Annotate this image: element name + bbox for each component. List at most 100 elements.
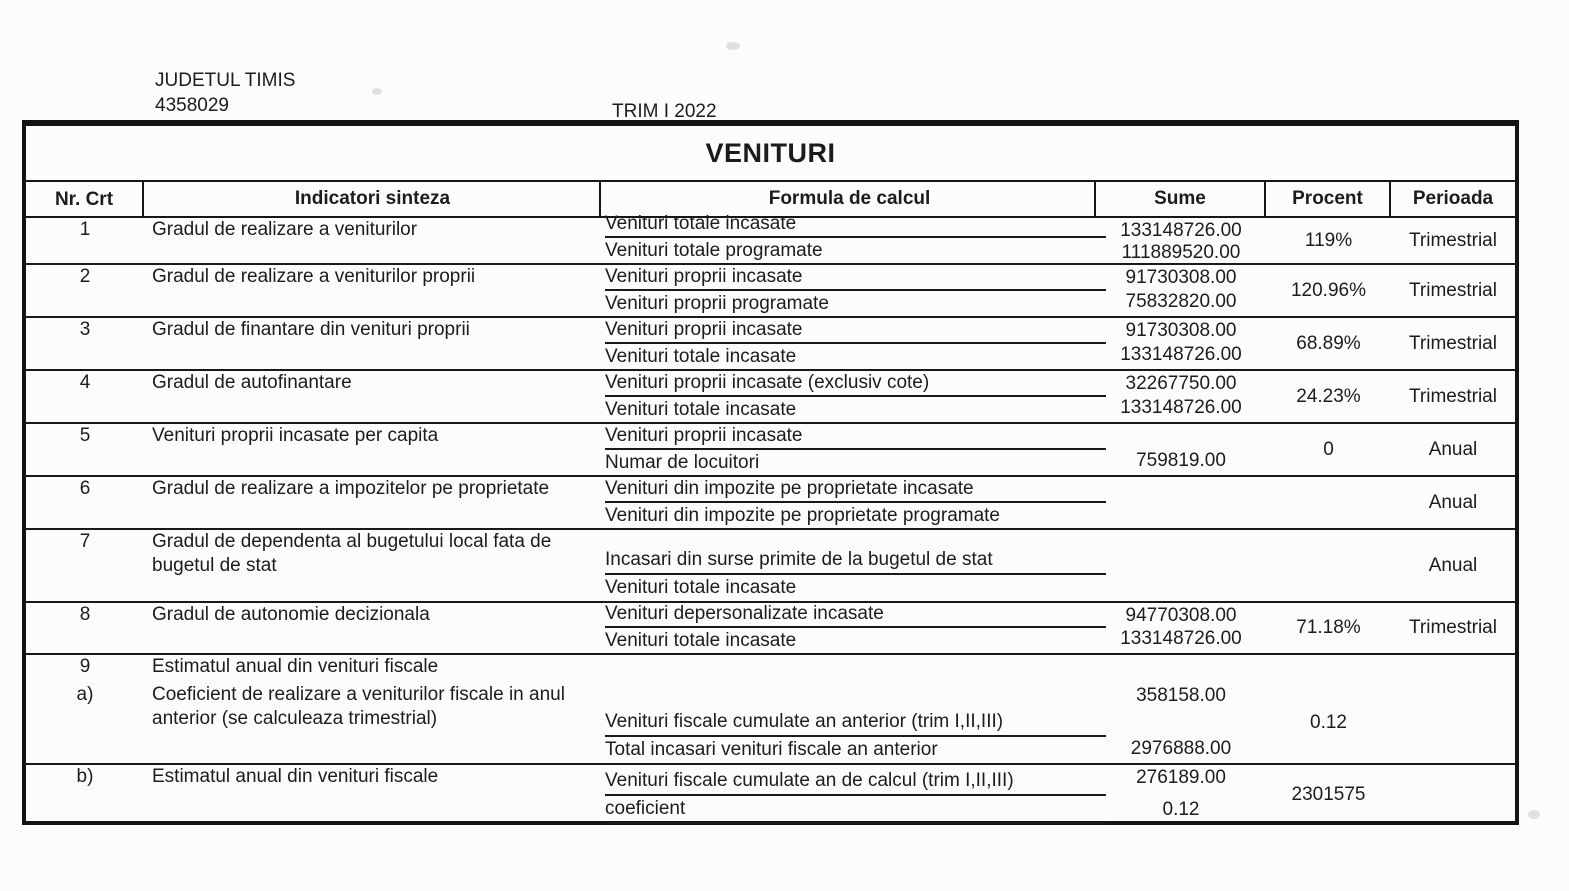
col-header-procent: Procent xyxy=(1266,182,1391,216)
sum-numerator: 94770308.00 xyxy=(1125,605,1237,626)
formula-numerator: Venituri proprii incasate (exclusiv cote… xyxy=(605,370,1106,397)
sum-numerator xyxy=(1096,479,1266,501)
sum-denominator: 133148726.00 xyxy=(1120,397,1242,418)
indicator-label: Estimatul anual din venituri fiscale xyxy=(152,656,439,677)
sume-cell: 91730308.00 133148726.00 xyxy=(1096,318,1266,369)
formula-cell: Venituri proprii incasate Numar de locuit… xyxy=(601,424,1106,475)
period-value: Trimestrial xyxy=(1409,332,1497,354)
row-number: b) xyxy=(76,766,94,787)
sum-numerator: 358158.00 xyxy=(1136,685,1226,706)
percent-value xyxy=(1266,477,1391,528)
indicator-label: Gradul de finantare din venituri proprii xyxy=(152,319,470,340)
formula-denominator: coeficient xyxy=(605,796,1106,824)
formula-cell: Venituri proprii incasate Venituri propri… xyxy=(601,265,1106,316)
formula-numerator: Venituri proprii incasate xyxy=(605,264,1106,291)
indicator-label: Gradul de dependenta al bugetului local … xyxy=(152,531,552,576)
indicator-label: Coeficient de realizare a veniturilor fi… xyxy=(152,684,565,729)
formula-cell: Venituri proprii incasate (exclusiv cote… xyxy=(601,371,1106,422)
indicator-label: Gradul de realizare a impozitelor pe pro… xyxy=(152,478,550,499)
sume-cell: 133148726.00 111889520.00 xyxy=(1096,218,1266,263)
percent-value: 119% xyxy=(1304,229,1353,251)
sum-numerator: 276189.00 xyxy=(1136,767,1226,788)
indicator-label: Gradul de realizare a veniturilor xyxy=(152,219,418,240)
sum-numerator: 91730308.00 xyxy=(1125,320,1237,341)
period-value: Trimestrial xyxy=(1409,279,1497,301)
sume-cell xyxy=(1096,655,1266,683)
sum-denominator xyxy=(1096,576,1266,598)
percent-value xyxy=(1266,655,1391,683)
formula-numerator: Venituri proprii incasate xyxy=(605,317,1106,344)
formula-numerator: Incasari din surse primite de la bugetul… xyxy=(605,547,1106,575)
row-number: 3 xyxy=(79,319,91,340)
indicator-label: Gradul de autofinantare xyxy=(152,372,352,393)
sum-denominator: 2976888.00 xyxy=(1130,738,1232,759)
period-value: Anual xyxy=(1428,491,1478,513)
formula-cell: Venituri depersonalizate incasate Venitur… xyxy=(601,603,1106,653)
sum-denominator: 111889520.00 xyxy=(1121,242,1241,263)
percent-value: 24.23% xyxy=(1296,385,1361,407)
row-number: 1 xyxy=(79,219,91,240)
percent-value: 120.96% xyxy=(1290,279,1366,301)
formula-numerator: Venituri depersonalizate incasate xyxy=(605,601,1106,628)
table-row: a) Coeficient de realizare a veniturilor … xyxy=(26,683,1515,765)
sum-numerator: 91730308.00 xyxy=(1125,267,1237,288)
sume-cell: 276189.00 0.12 xyxy=(1096,765,1266,824)
sum-numerator xyxy=(1096,426,1266,448)
sume-cell: 32267750.00 133148726.00 xyxy=(1096,371,1266,422)
table-row: 7 Gradul de dependenta al bugetului local… xyxy=(26,530,1515,603)
table-row: 4 Gradul de autofinantare Venituri proprii… xyxy=(26,371,1515,424)
row-number: 8 xyxy=(79,604,91,625)
row-number: 2 xyxy=(79,266,91,287)
sume-cell: 91730308.00 75832820.00 xyxy=(1096,265,1266,316)
sume-cell: 94770308.00 133148726.00 xyxy=(1096,603,1266,653)
formula-denominator: Venituri proprii programate xyxy=(605,293,829,314)
col-header-nr-crt: Nr. Crt xyxy=(26,182,144,216)
formula-cell: Venituri fiscale cumulate an de calcul (… xyxy=(601,765,1106,824)
row-number: 9 xyxy=(79,656,91,677)
percent-value: 71.18% xyxy=(1296,617,1361,638)
table-title: VENITURI xyxy=(26,126,1515,182)
col-header-perioada: Perioada xyxy=(1412,188,1494,209)
sum-denominator: 0.12 xyxy=(1162,799,1200,820)
formula-denominator: Venituri totale incasate xyxy=(605,346,797,367)
row-number: 6 xyxy=(79,478,91,499)
table-row: 6 Gradul de realizare a impozitelor pe pr… xyxy=(26,477,1515,530)
sum-numerator xyxy=(1096,657,1266,679)
table-body: 1 Gradul de realizare a veniturilor Venitu… xyxy=(26,213,1515,824)
period-value xyxy=(1391,683,1515,763)
table-row: b) Estimatul anual din venituri fiscale Ve… xyxy=(26,765,1515,824)
percent-value: 0 xyxy=(1323,438,1334,460)
formula-denominator: Venituri totale incasate xyxy=(605,577,797,598)
period-value: Trimestrial xyxy=(1409,617,1497,638)
table-row: 5 Venituri proprii incasate per capita Ven… xyxy=(26,424,1515,477)
sum-denominator xyxy=(1096,503,1266,525)
scan-smudge xyxy=(1528,810,1540,819)
sum-denominator: 759819.00 xyxy=(1136,450,1226,471)
formula-numerator: Venituri totale incasate xyxy=(605,211,1106,238)
row-number: 5 xyxy=(79,425,91,446)
percent-value: 2301575 xyxy=(1291,783,1366,805)
col-header-sume: Sume xyxy=(1096,182,1266,216)
scan-smudge xyxy=(372,88,382,95)
percent-value xyxy=(1266,530,1391,601)
formula-cell: Venituri fiscale cumulate an anterior (t… xyxy=(601,683,1106,763)
period-value xyxy=(1391,765,1515,824)
period-label: TRIM I 2022 xyxy=(612,101,717,122)
percent-value: 0.12 xyxy=(1310,712,1347,733)
indicator-label: Gradul de autonomie decizionala xyxy=(152,604,430,625)
org-name: JUDETUL TIMIS xyxy=(155,70,296,91)
col-header-formula-de-calcul: Formula de calcul xyxy=(601,182,1096,216)
col-header-indicatori-sinteza: Indicatori sinteza xyxy=(144,182,601,216)
percent-value: 68.89% xyxy=(1296,332,1361,354)
sum-denominator: 133148726.00 xyxy=(1120,344,1242,365)
period-value: Trimestrial xyxy=(1409,229,1497,251)
sum-numerator: 32267750.00 xyxy=(1125,373,1237,394)
sum-denominator: 133148726.00 xyxy=(1120,628,1242,649)
sume-cell: 759819.00 xyxy=(1096,424,1266,475)
table-header-row: Nr. Crt Indicatori sinteza Formula de ca… xyxy=(26,182,1515,218)
formula-denominator: Venituri totale incasate xyxy=(605,630,797,651)
formula-numerator: Venituri proprii incasate xyxy=(605,423,1106,450)
table-row: 2 Gradul de realizare a veniturilor propr… xyxy=(26,265,1515,318)
sum-denominator: 75832820.00 xyxy=(1125,291,1237,312)
row-number: a) xyxy=(76,684,94,705)
